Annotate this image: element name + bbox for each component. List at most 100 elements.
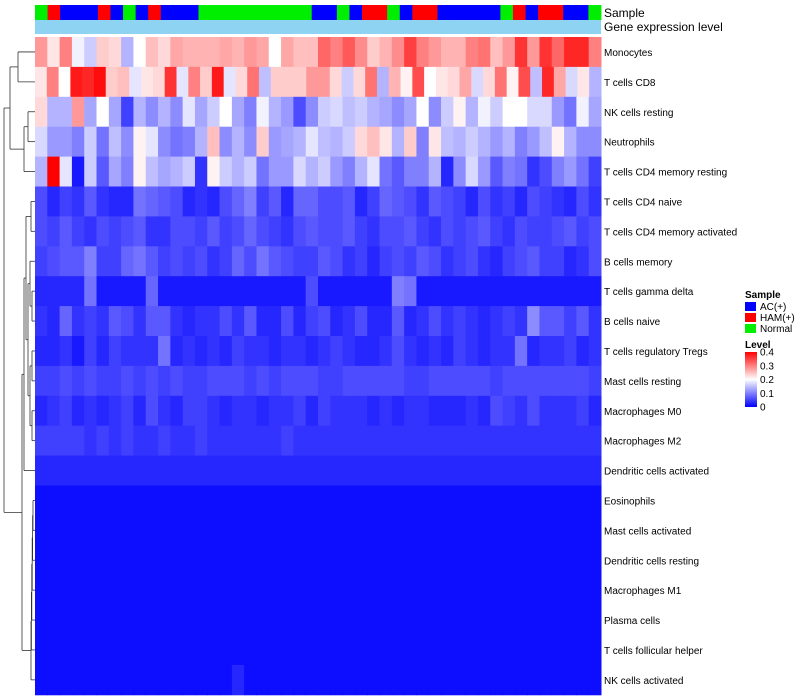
heatmap-cell xyxy=(354,276,368,307)
heatmap-cell xyxy=(441,485,454,516)
heatmap-cell xyxy=(35,186,48,217)
heatmap-cell xyxy=(588,575,602,606)
heatmap-cell xyxy=(145,455,159,486)
heatmap-cell xyxy=(84,455,98,486)
heatmap-cell xyxy=(441,575,454,606)
heatmap-cell xyxy=(170,545,184,576)
heatmap-cell xyxy=(84,515,98,546)
heatmap-cell xyxy=(502,126,516,158)
heatmap-cell xyxy=(71,664,85,696)
heatmap-cell xyxy=(244,126,257,158)
heatmap-cell xyxy=(170,96,184,128)
heatmap-cell xyxy=(71,216,85,247)
heatmap-cell xyxy=(244,37,257,68)
heatmap-cell xyxy=(194,246,208,277)
heatmap-cell xyxy=(388,66,402,98)
heatmap-cell xyxy=(158,545,171,576)
heatmap-cell xyxy=(564,336,577,367)
row-label: T cells CD8 xyxy=(604,78,656,89)
heatmap-cell xyxy=(527,425,540,457)
heatmap-cell xyxy=(281,156,294,187)
heatmap-cell xyxy=(71,186,85,217)
heatmap-cell xyxy=(256,605,270,636)
heatmap-cell xyxy=(551,664,565,696)
heatmap-cell xyxy=(35,216,48,247)
legend-level-tick: 0.2 xyxy=(760,375,774,386)
heatmap-cell xyxy=(268,575,282,606)
heatmap-cell xyxy=(108,156,122,187)
sample-cell xyxy=(110,5,124,20)
heatmap-cell xyxy=(182,336,196,367)
heatmap-cell xyxy=(477,425,491,457)
heatmap-cell xyxy=(551,126,565,158)
heatmap-cell xyxy=(564,545,577,576)
heatmap-cell xyxy=(281,425,294,457)
heatmap-cell xyxy=(207,336,221,367)
heatmap-cell xyxy=(576,515,590,546)
heatmap-cell xyxy=(576,186,590,217)
heatmap-cell xyxy=(391,306,405,337)
heatmap-cell xyxy=(404,605,417,636)
heatmap-cell xyxy=(268,126,282,158)
heatmap-cell xyxy=(194,186,208,217)
heatmap-cell xyxy=(96,336,110,367)
heatmap-cell xyxy=(514,306,528,337)
heatmap-cell xyxy=(281,96,294,128)
heatmap-cell xyxy=(453,186,467,217)
heatmap-cell xyxy=(121,545,134,576)
heatmap-cell xyxy=(293,186,307,217)
heatmap-cell xyxy=(293,545,307,576)
heatmap-cell xyxy=(551,485,565,516)
heatmap-cell xyxy=(59,395,73,427)
heatmap-cell xyxy=(96,186,110,217)
heatmap-cell xyxy=(428,246,442,277)
heatmap-cell xyxy=(194,395,208,427)
heatmap-cell xyxy=(441,635,454,666)
sample-cell xyxy=(236,5,250,20)
heatmap-cell xyxy=(514,605,528,636)
heatmap-cells xyxy=(35,37,602,696)
heatmap-cell xyxy=(158,96,171,128)
heatmap-cell xyxy=(71,156,85,187)
heatmap-cell xyxy=(318,425,331,457)
heatmap-cell xyxy=(182,664,196,696)
heatmap-cell xyxy=(318,126,331,158)
heatmap-cell xyxy=(207,365,221,397)
heatmap-cell xyxy=(318,96,331,128)
heatmap-cell xyxy=(330,545,344,576)
heatmap-cell xyxy=(441,37,454,68)
heatmap-cell xyxy=(551,365,565,397)
heatmap-cell xyxy=(441,515,454,546)
heatmap-cell xyxy=(330,605,344,636)
sample-cell xyxy=(273,5,287,20)
legend-level-tick: 0.4 xyxy=(760,348,774,359)
heatmap-cell xyxy=(59,126,73,158)
row-label: T cells CD4 memory resting xyxy=(604,168,727,179)
heatmap-cell xyxy=(133,485,147,516)
heatmap-cell xyxy=(564,455,577,486)
heatmap-cell xyxy=(133,365,147,397)
heatmap-cell xyxy=(551,575,565,606)
heatmap-cell xyxy=(256,336,270,367)
sample-cell xyxy=(462,5,476,20)
heatmap-cell xyxy=(465,306,479,337)
heatmap-cell xyxy=(539,664,553,696)
heatmap-cell xyxy=(588,605,602,636)
heatmap-cell xyxy=(71,365,85,397)
heatmap-cell xyxy=(158,664,171,696)
heatmap-cell xyxy=(416,664,430,696)
heatmap-cell xyxy=(121,515,134,546)
heatmap-cell xyxy=(158,156,171,187)
heatmap-cell xyxy=(502,37,516,68)
heatmap-cell xyxy=(133,336,147,367)
row-label: T cells gamma delta xyxy=(604,287,694,298)
heatmap-cell xyxy=(539,246,553,277)
heatmap-cell xyxy=(404,455,417,486)
heatmap-cell xyxy=(256,455,270,486)
heatmap-cell xyxy=(490,515,504,546)
heatmap-cell xyxy=(465,37,479,68)
heatmap-cell xyxy=(502,425,516,457)
heatmap-cell xyxy=(176,66,189,98)
heatmap-cell xyxy=(96,37,110,68)
heatmap-cell xyxy=(207,96,221,128)
